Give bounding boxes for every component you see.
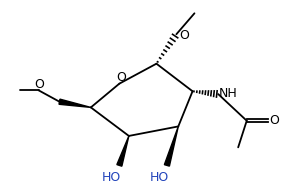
- Text: O: O: [35, 78, 45, 91]
- Polygon shape: [117, 136, 129, 166]
- Text: O: O: [179, 29, 189, 42]
- Text: HO: HO: [150, 171, 169, 184]
- Polygon shape: [164, 126, 178, 166]
- Text: NH: NH: [219, 87, 238, 100]
- Text: HO: HO: [102, 171, 121, 184]
- Polygon shape: [59, 99, 91, 107]
- Text: O: O: [116, 71, 126, 84]
- Text: O: O: [269, 114, 279, 127]
